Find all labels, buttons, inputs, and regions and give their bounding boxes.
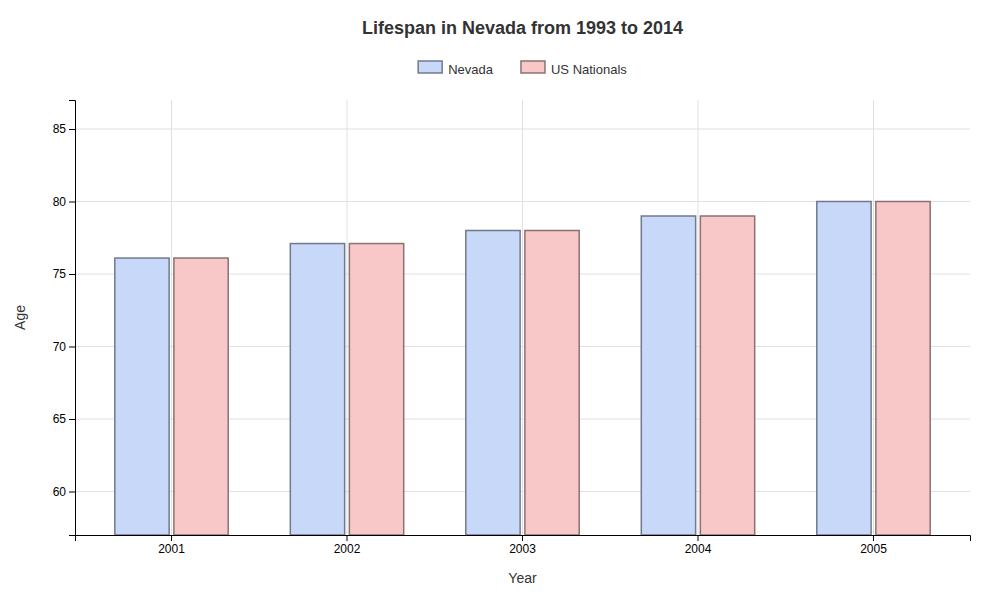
y-tick-mark	[69, 492, 75, 493]
x-tick: 2001	[158, 535, 185, 556]
chart-title: Lifespan in Nevada from 1993 to 2014	[362, 18, 683, 38]
y-tick-mark	[69, 419, 75, 420]
x-tick-label: 2001	[158, 542, 185, 556]
y-tick-label: 60	[53, 485, 67, 499]
x-axis-line	[76, 536, 971, 542]
legend: Nevada US Nationals	[418, 61, 627, 77]
x-tick-mark	[171, 535, 172, 541]
y-tick-label: 85	[53, 122, 67, 136]
legend-label: Nevada	[448, 62, 494, 77]
x-axis: 2001 2002 2003 2004 2005	[76, 535, 971, 556]
x-tick-label: 2005	[860, 542, 887, 556]
y-tick-label: 80	[53, 195, 67, 209]
bar	[290, 244, 344, 535]
bar	[641, 216, 695, 535]
y-tick: 70	[53, 340, 75, 354]
y-tick-mark	[69, 274, 75, 275]
grid-line-x	[873, 100, 874, 535]
grid-line-x	[697, 100, 698, 535]
grid-line-x	[171, 100, 172, 535]
x-tick-mark	[347, 535, 348, 541]
legend-item: Nevada	[418, 61, 494, 77]
bar	[700, 216, 754, 535]
bar	[174, 258, 228, 535]
x-tick: 2003	[509, 535, 536, 556]
y-tick: 75	[53, 267, 75, 281]
y-tick-label: 75	[53, 267, 67, 281]
y-tick-mark	[69, 129, 75, 130]
y-tick: 60	[53, 485, 75, 499]
grid	[75, 100, 970, 535]
y-axis-title: Age	[12, 305, 28, 330]
legend-item: US Nationals	[521, 61, 627, 77]
chart-svg: 2001 2002 2003 2004 2005 60 65 70 75 80 85 Year Age L…	[0, 0, 1000, 600]
x-tick: 2005	[860, 535, 887, 556]
bar	[817, 202, 871, 536]
x-tick-label: 2004	[685, 542, 712, 556]
y-tick: 65	[53, 412, 75, 426]
legend-swatch	[418, 61, 442, 73]
bar	[349, 244, 403, 535]
x-tick-label: 2002	[334, 542, 361, 556]
legend-label: US Nationals	[551, 62, 627, 77]
grid-line-x	[347, 100, 348, 535]
x-axis-title: Year	[508, 570, 537, 586]
x-tick: 2004	[685, 535, 712, 556]
grid-line-x	[522, 100, 523, 535]
plot-area: 2001 2002 2003 2004 2005 60 65 70 75 80 85 Year Age	[12, 100, 971, 586]
y-axis-line	[69, 101, 76, 536]
bar-series	[115, 202, 871, 536]
bar-series	[174, 202, 930, 536]
y-tick-label: 70	[53, 340, 67, 354]
x-tick-mark	[522, 535, 523, 541]
y-tick-mark	[69, 347, 75, 348]
bar	[525, 231, 579, 536]
y-tick-mark	[69, 202, 75, 203]
bar	[115, 258, 169, 535]
legend-swatch	[521, 61, 545, 73]
x-tick: 2002	[334, 535, 361, 556]
bars	[115, 202, 930, 536]
bar	[466, 231, 520, 536]
x-tick-label: 2003	[509, 542, 536, 556]
y-axis: 60 65 70 75 80 85	[53, 101, 76, 536]
x-tick-mark	[697, 535, 698, 541]
bar	[876, 202, 930, 536]
y-tick-label: 65	[53, 412, 67, 426]
y-tick: 80	[53, 195, 75, 209]
x-tick-mark	[873, 535, 874, 541]
y-tick: 85	[53, 122, 75, 136]
